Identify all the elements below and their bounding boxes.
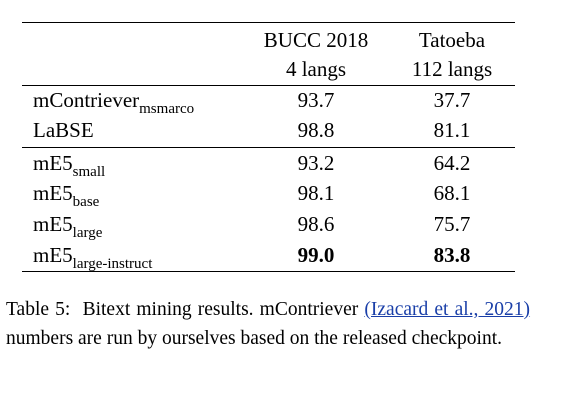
table-cell: 98.6 <box>297 212 335 236</box>
row-label: mE5base <box>33 180 100 210</box>
model-name: mE5 <box>33 181 73 205</box>
column-header: BUCC 2018 <box>263 28 369 52</box>
model-name: mContriever <box>33 88 140 112</box>
caption-text: numbers are run by ourselves based on th… <box>6 328 502 349</box>
table-cell: 93.7 <box>297 88 335 112</box>
model-name: mE5 <box>33 243 73 267</box>
model-name: mE5 <box>33 212 73 236</box>
table-cell: 68.1 <box>433 181 471 205</box>
table-cell: 93.2 <box>297 151 335 175</box>
table-cell: 98.8 <box>297 118 335 142</box>
column-header: 4 langs <box>285 57 347 81</box>
table-cell: 83.8 <box>433 243 471 267</box>
table-rule <box>22 85 515 86</box>
citation-link[interactable]: (Izacard et al., 2021) <box>364 299 531 320</box>
table-cell: 99.0 <box>297 243 335 267</box>
model-subscript: msmarco <box>139 101 195 117</box>
table-cell: 75.7 <box>433 212 471 236</box>
model-subscript: base <box>72 194 100 210</box>
table-rule <box>22 22 515 23</box>
table-cell: 37.7 <box>433 88 471 112</box>
model-subscript: small <box>72 164 106 180</box>
row-label: mContrievermsmarco <box>33 87 195 117</box>
model-name: mE5 <box>33 151 73 175</box>
row-label: mE5large-instruct <box>33 242 153 272</box>
table-rule <box>22 271 515 272</box>
table-cell: 64.2 <box>433 151 471 175</box>
row-label: mE5large <box>33 211 103 241</box>
model-subscript: large <box>72 225 103 241</box>
caption-text: Bitext mining results. mContriever <box>82 299 359 320</box>
table-rule <box>22 147 515 148</box>
model-subscript: large-instruct <box>72 256 153 272</box>
table-cell: 81.1 <box>433 118 471 142</box>
column-header: Tatoeba <box>418 28 486 52</box>
table-caption: Table 5: Bitext mining results. mContrie… <box>6 295 530 353</box>
caption-label: Table 5: <box>6 299 71 320</box>
row-label: LaBSE <box>33 117 94 143</box>
table-cell: 98.1 <box>297 181 335 205</box>
row-label: mE5small <box>33 150 106 180</box>
column-header: 112 langs <box>411 57 493 81</box>
model-name: LaBSE <box>33 118 94 142</box>
